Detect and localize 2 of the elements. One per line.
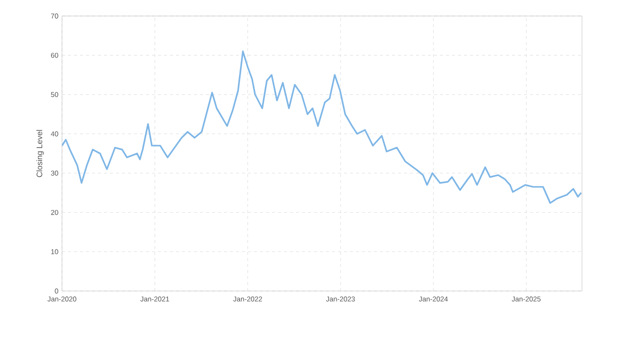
line-series bbox=[62, 50, 582, 204]
y-axis-title: Closing Level bbox=[36, 130, 44, 178]
